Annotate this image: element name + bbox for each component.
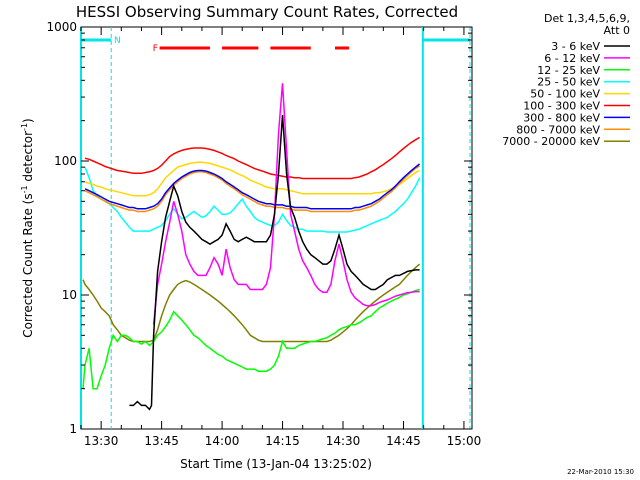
x-tick-label: 13:45 — [144, 434, 179, 448]
axes — [80, 26, 473, 430]
legend-label: 300 - 800 keV — [523, 111, 600, 124]
series-line — [129, 115, 420, 411]
y-tick-label: 10 — [62, 288, 77, 302]
x-tick-label: 15:00 — [447, 434, 482, 448]
legend-label: 100 - 300 keV — [523, 100, 600, 113]
timestamp: 22-Mar-2010 15:30 — [567, 468, 634, 476]
series-line — [84, 165, 420, 213]
x-tick-label: 14:15 — [265, 434, 300, 448]
y-axis-label-sup2: -1 — [20, 123, 29, 131]
x-tick-label: 13:30 — [84, 434, 119, 448]
x-tick-label: 14:00 — [205, 434, 240, 448]
legend-label: 50 - 100 keV — [530, 88, 600, 101]
ticks-layer: 13:30 13:45 14:00 14:15 14:30 14:45 15:00 1 10 10… — [46, 20, 481, 448]
x-tick-label: 14:45 — [386, 434, 421, 448]
y-axis-label: Corrected Count Rate (s-1 detector-1) — [20, 118, 35, 337]
legend-label: 12 - 25 keV — [537, 64, 600, 77]
legend-label: 7000 - 20000 keV — [502, 135, 600, 148]
x-axis-label: Start Time (13-Jan-04 13:25:02) — [180, 457, 372, 471]
legend-label: 3 - 6 keV — [551, 40, 600, 53]
flare-label: F — [153, 44, 158, 54]
saa-mask-layer: NF — [80, 27, 471, 429]
series-line — [152, 83, 420, 325]
y-tick-label: 1000 — [46, 20, 77, 34]
chart-title: HESSI Observing Summary Count Rates, Cor… — [76, 3, 458, 21]
series-line — [84, 166, 421, 233]
x-tick-label: 14:30 — [326, 434, 361, 448]
y-axis-label-main: Corrected Count Rate (s — [21, 193, 35, 337]
legend-label: 800 - 7000 keV — [516, 123, 600, 136]
series-layer — [82, 83, 421, 411]
legend-label: 6 - 12 keV — [544, 52, 600, 65]
plot-frame — [80, 26, 473, 430]
legend-header-line1: Det 1,3,4,5,6,9, — [544, 12, 630, 25]
y-tick-label: 1 — [69, 422, 77, 436]
y-axis-label-mid: detector — [21, 131, 35, 186]
legend-header-line2: Att 0 — [604, 24, 630, 37]
series-line — [82, 263, 421, 343]
y-tick-label: 100 — [54, 154, 77, 168]
series-line — [84, 163, 421, 210]
y-axis-label-end: ) — [21, 118, 35, 123]
series-line — [84, 161, 420, 197]
legend-label: 25 - 50 keV — [537, 76, 600, 89]
series-line — [82, 288, 420, 390]
y-axis-label-sup1: -1 — [20, 185, 29, 193]
night-label: N — [114, 36, 121, 46]
series-line — [84, 136, 420, 180]
